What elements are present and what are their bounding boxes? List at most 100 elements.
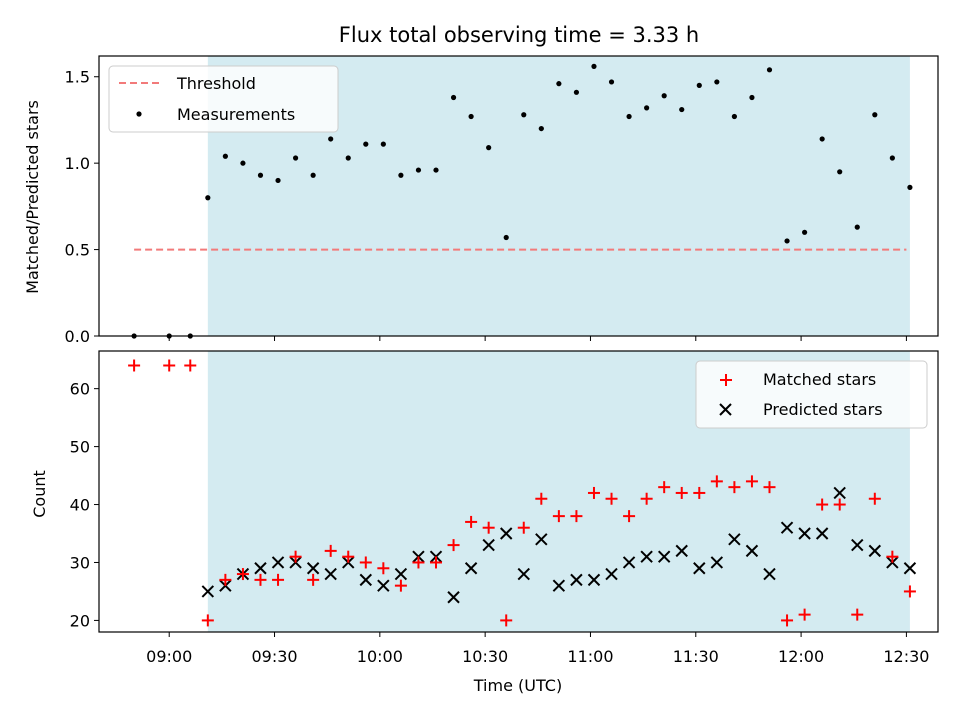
matched-star-marker	[359, 556, 372, 569]
matched-star-marker	[500, 614, 513, 627]
predicted-star-marker	[201, 585, 215, 598]
predicted-star-marker	[359, 573, 373, 587]
xtick-label: 09:00	[146, 647, 192, 666]
measurement-point	[450, 94, 457, 101]
matched-star-marker	[710, 475, 723, 488]
measurement-point	[310, 172, 316, 178]
xtick-label: 12:30	[883, 647, 929, 666]
predicted-star-marker	[324, 567, 337, 581]
top-ytick-label: 0.5	[65, 241, 90, 260]
top-panel: 0.0 0.5 1.0 1.5 Matched/Predicted stars Thr…	[23, 55, 939, 346]
measurement-point	[591, 63, 597, 69]
matched-star-marker	[868, 492, 881, 505]
measurement-point	[363, 141, 369, 147]
matched-star-marker	[833, 498, 846, 511]
legend-predicted-label: Predicted stars	[763, 400, 883, 419]
measurement-point	[328, 136, 334, 142]
measurement-point	[205, 195, 211, 201]
predicted-star-marker	[500, 527, 513, 540]
legend-matched-swatch	[720, 374, 732, 386]
measurement-point	[749, 94, 755, 101]
measurement-point	[696, 82, 702, 88]
measurement-point	[819, 136, 825, 142]
measurement-point	[415, 167, 422, 173]
predicted-star-marker	[745, 544, 759, 558]
matched-star-marker	[342, 550, 355, 563]
predicted-star-marker	[763, 567, 776, 581]
measurement-point	[608, 79, 615, 85]
bottom-plot-frame	[98, 350, 939, 633]
matched-star-marker	[605, 492, 618, 505]
measurement-point	[854, 224, 860, 230]
matched-star-marker	[128, 359, 141, 372]
legend-measurements-swatch	[136, 111, 142, 117]
measurement-point	[433, 167, 439, 173]
matched-star-marker	[272, 573, 285, 586]
legend-matched-label: Matched stars	[763, 370, 876, 389]
xtick-label: 09:30	[251, 647, 297, 666]
bottom-ytick-label: 50	[70, 438, 90, 457]
matched-star-marker	[693, 486, 706, 499]
measurement-point	[468, 113, 474, 120]
legend-predicted-swatch	[719, 403, 732, 416]
xtick-label: 10:30	[462, 647, 508, 666]
predicted-star-marker	[464, 562, 478, 575]
measurement-point	[626, 113, 632, 120]
measurement-point	[257, 172, 264, 178]
matched-star-marker	[307, 573, 320, 586]
matched-star-marker	[781, 614, 794, 627]
predicted-star-marker	[798, 527, 811, 540]
bottom-legend: Matched stars Predicted stars	[695, 360, 928, 429]
matched-star-marker	[587, 486, 600, 499]
matched-star-marker	[570, 510, 583, 523]
bottom-ytick-label: 30	[70, 553, 90, 572]
matched-star-marker	[430, 556, 443, 569]
predicted-star-marker	[868, 544, 882, 558]
measurement-point	[240, 160, 246, 166]
bottom-panel: 20 30 40 50 60 09:00 09:30 10:00 10:30 11:00 11:3…	[30, 350, 939, 695]
matched-star-marker	[886, 550, 899, 563]
matched-star-marker	[201, 614, 214, 627]
legend-threshold-label: Threshold	[176, 74, 256, 93]
predicted-star-marker	[254, 562, 267, 575]
matched-star-marker	[447, 539, 460, 552]
chart-title: Flux total observing time = 3.33 h	[339, 23, 699, 47]
matched-star-marker	[798, 608, 811, 621]
matched-star-marker	[465, 515, 478, 528]
bottom-ytick-label: 40	[70, 496, 90, 515]
measurement-point	[644, 105, 650, 111]
matched-star-marker	[640, 492, 653, 505]
matched-star-marker	[324, 544, 337, 557]
top-legend-box	[108, 65, 339, 133]
predicted-star-marker	[657, 550, 671, 563]
xtick-label: 12:00	[778, 647, 824, 666]
measurement-point	[345, 155, 351, 161]
measurement-point	[292, 155, 299, 161]
bottom-ytick-label: 20	[70, 611, 90, 630]
predicted-star-marker	[482, 538, 495, 552]
top-y-axis-label: Matched/Predicted stars	[23, 100, 42, 294]
predicted-star-marker	[306, 562, 320, 575]
predicted-star-marker	[271, 556, 285, 569]
measurement-point	[714, 79, 720, 85]
predicted-star-marker	[675, 544, 688, 558]
top-ytick-label: 1.0	[65, 154, 90, 173]
measurement-point	[521, 112, 527, 118]
bottom-ytick-label: 60	[70, 380, 90, 399]
measurement-point	[679, 106, 685, 113]
top-plot-frame	[98, 55, 939, 337]
xtick-label: 10:00	[357, 647, 403, 666]
matched-star-marker	[482, 521, 495, 534]
measurement-point	[538, 125, 544, 132]
measurement-point	[872, 112, 878, 118]
matched-star-marker	[903, 585, 916, 598]
predicted-star-marker	[535, 533, 548, 546]
matched-star-marker	[535, 492, 548, 505]
matched-star-marker	[289, 550, 302, 563]
measurement-point	[837, 169, 843, 175]
predicted-star-marker	[587, 573, 601, 587]
matched-star-marker	[236, 568, 249, 581]
predicted-star-marker	[377, 579, 390, 592]
predicted-star-marker	[710, 556, 724, 569]
